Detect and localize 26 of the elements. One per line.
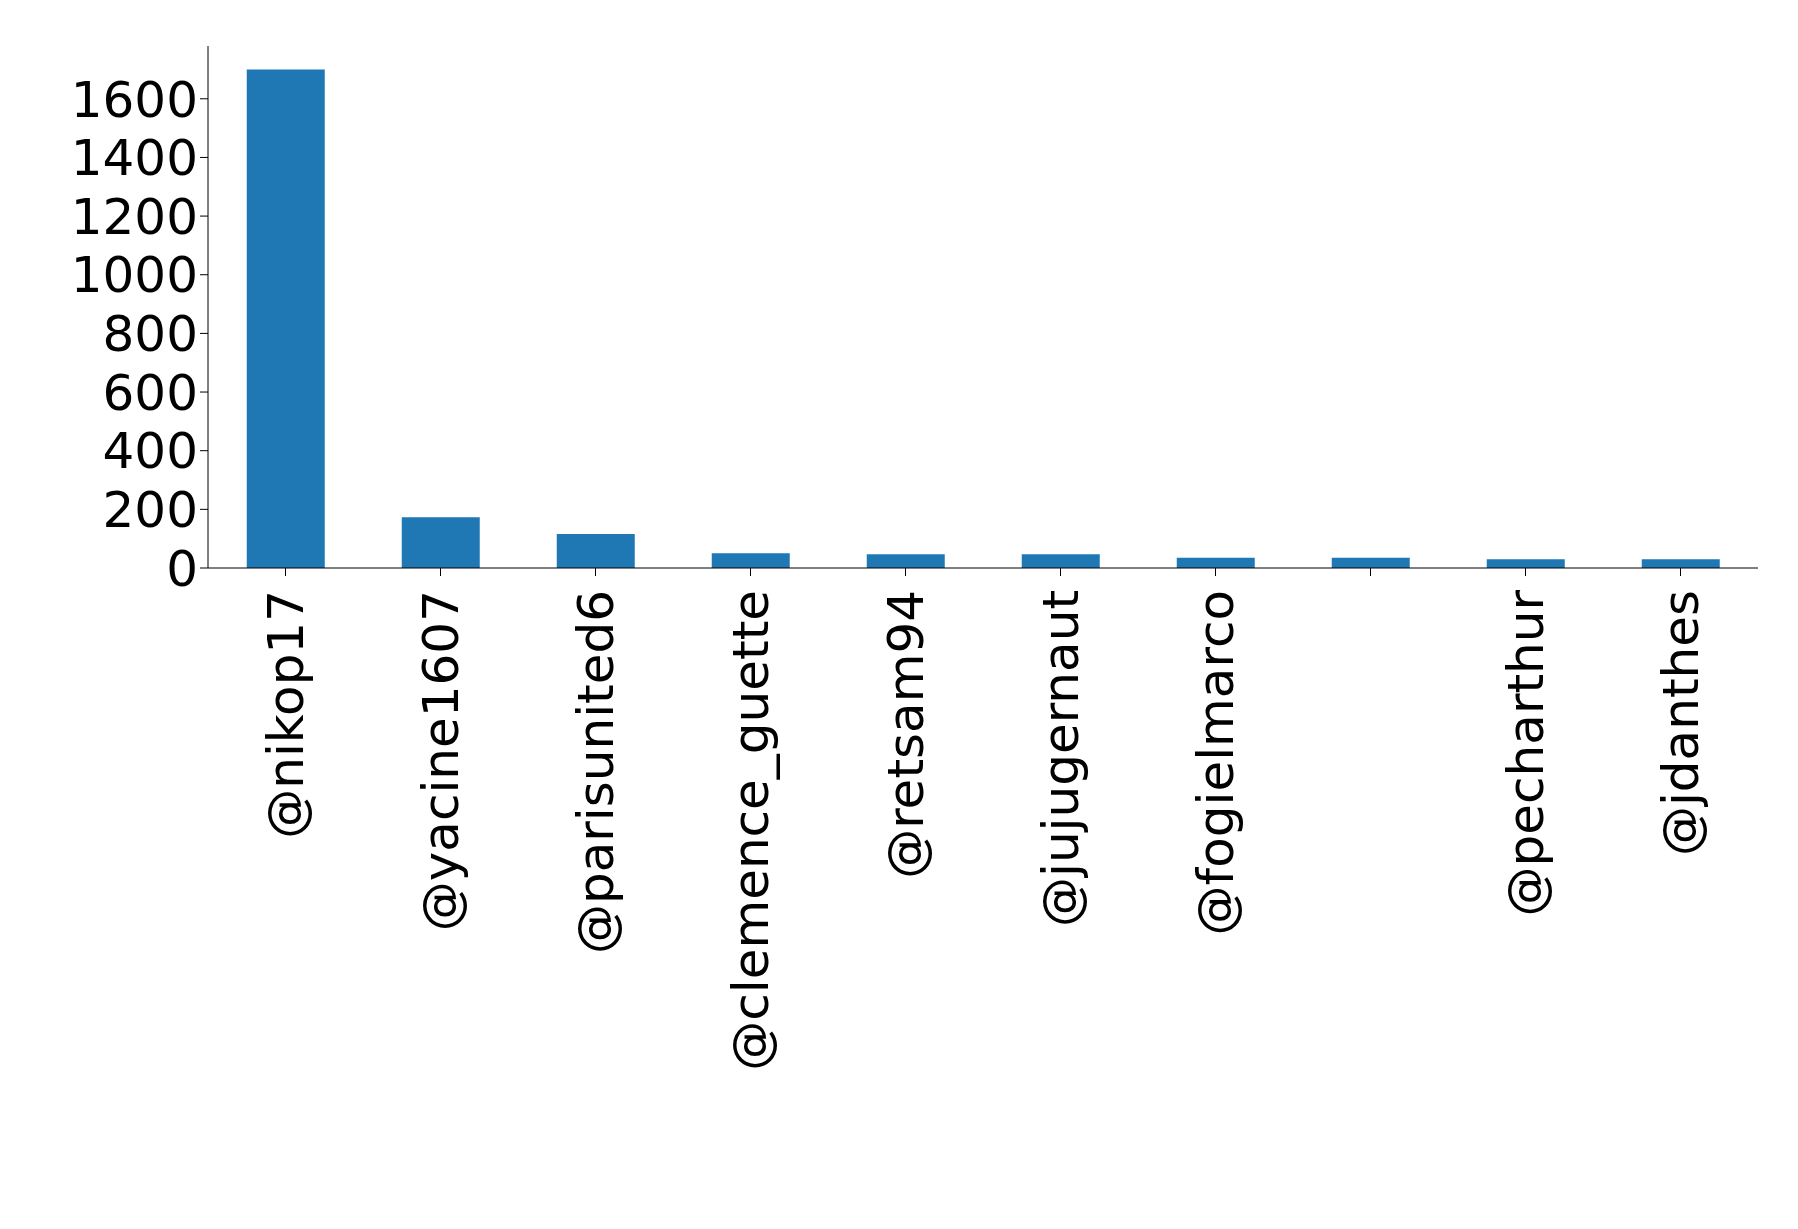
bar <box>1021 554 1100 568</box>
y-tick-label: 1200 <box>70 187 198 246</box>
bar <box>866 554 945 568</box>
x-tick-label: @retsam94 <box>877 590 935 879</box>
y-tick-label: 1400 <box>70 129 198 188</box>
x-tick-label: @yacine1607 <box>412 590 470 932</box>
x-tick-label: @nikop17 <box>257 590 315 839</box>
y-tick-label: 800 <box>102 305 198 364</box>
x-tick-label: @jdanthes <box>1652 590 1710 857</box>
y-tick-label: 0 <box>166 539 198 598</box>
bar <box>1486 559 1565 568</box>
x-tick-label: @jujugernaut <box>1032 590 1090 927</box>
y-tick-label: 400 <box>102 422 198 481</box>
bar <box>1641 559 1720 568</box>
x-tick-label: @pecharthur <box>1497 589 1555 917</box>
x-tick-label: @parisunited6 <box>567 590 625 955</box>
bar <box>246 69 325 568</box>
bar <box>711 553 790 568</box>
y-tick-label: 1000 <box>70 246 198 305</box>
bar <box>401 517 480 568</box>
y-tick-label: 1600 <box>70 70 198 129</box>
x-tick-label: @clemence_guette <box>722 590 780 1071</box>
x-tick-label: @fogielmarco <box>1187 590 1245 936</box>
y-tick-label: 200 <box>102 481 198 540</box>
y-tick-label: 600 <box>102 363 198 422</box>
bar <box>556 533 635 568</box>
